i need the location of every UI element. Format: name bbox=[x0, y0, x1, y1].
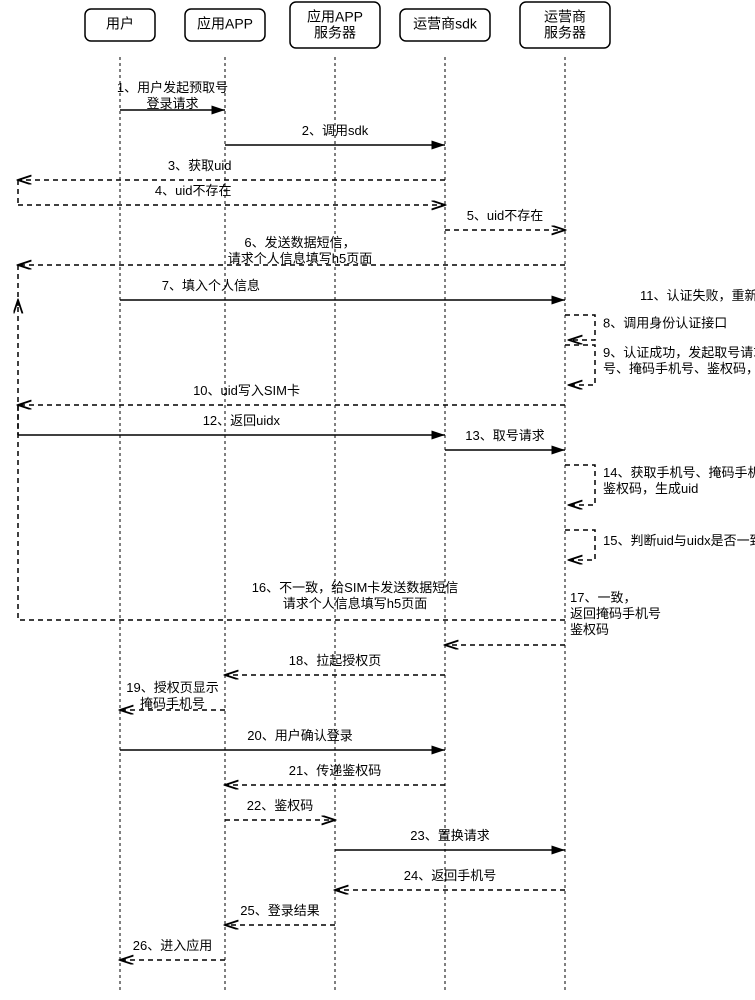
message-label: 11、认证失败，重新执行 bbox=[640, 288, 755, 303]
sequence-diagram: 用户应用APP应用APP服务器运营商sdk运营商服务器1、用户发起预取号登录请求… bbox=[0, 0, 755, 1000]
message-label: 鉴权码，生成uid bbox=[603, 481, 698, 496]
message-label: 3、获取uid bbox=[168, 158, 232, 173]
actor-label-user: 用户 bbox=[106, 16, 134, 32]
message-label: 10、uid写入SIM卡 bbox=[193, 383, 300, 398]
message-label: 12、返回uidx bbox=[203, 413, 281, 428]
message-label: 15、判断uid与uidx是否一致 bbox=[603, 533, 755, 548]
message-label: 26、进入应用 bbox=[133, 938, 212, 953]
message-label: 24、返回手机号 bbox=[404, 868, 496, 883]
message-label: 掩码手机号 bbox=[140, 696, 205, 711]
message-label: 1、用户发起预取号 bbox=[117, 80, 228, 95]
message-label: 21、传递鉴权码 bbox=[289, 763, 381, 778]
actor-label-appsrv: 应用APP bbox=[307, 9, 363, 25]
actor-label-app: 应用APP bbox=[197, 16, 253, 32]
message-label: 22、鉴权码 bbox=[247, 798, 313, 813]
message-arrow bbox=[18, 306, 565, 620]
message-label: 2、调用sdk bbox=[302, 123, 369, 138]
message-label: 请求个人信息填写h5页面 bbox=[228, 251, 372, 266]
message-label: 7、填入个人信息 bbox=[162, 278, 260, 293]
message-arrow bbox=[565, 530, 595, 560]
actor-label-sdk: 运营商sdk bbox=[413, 16, 478, 32]
message-label: 16、不一致，给SIM卡发送数据短信 bbox=[252, 580, 459, 595]
message-label: 号、掩码手机号、鉴权码，生成uid bbox=[603, 361, 755, 376]
message-label: 9、认证成功，发起取号请求，获得手机 bbox=[603, 345, 755, 360]
message-label: 25、登录结果 bbox=[240, 903, 319, 918]
message-label: 返回掩码手机号 bbox=[570, 606, 661, 621]
message-label: 18、拉起授权页 bbox=[289, 653, 381, 668]
actor-label-appsrv: 服务器 bbox=[314, 25, 356, 41]
message-label: 8、调用身份认证接口 bbox=[603, 316, 727, 331]
actor-label-carrier: 服务器 bbox=[544, 25, 586, 41]
message-label: 请求个人信息填写h5页面 bbox=[283, 596, 427, 611]
actor-label-carrier: 运营商 bbox=[544, 9, 586, 25]
message-label: 登录请求 bbox=[146, 96, 198, 111]
message-arrow bbox=[565, 345, 595, 385]
message-label: 14、获取手机号、掩码手机号、 bbox=[603, 465, 755, 480]
message-arrow bbox=[565, 315, 595, 340]
message-label: 鉴权码 bbox=[570, 622, 609, 637]
message-label: 20、用户确认登录 bbox=[247, 728, 352, 743]
message-label: 19、授权页显示 bbox=[126, 680, 218, 695]
message-label: 4、uid不存在 bbox=[155, 183, 232, 198]
message-label: 6、发送数据短信， bbox=[244, 235, 355, 250]
message-label: 5、uid不存在 bbox=[467, 208, 544, 223]
message-label: 17、一致， bbox=[570, 590, 636, 605]
message-arrow bbox=[565, 465, 595, 505]
message-label: 23、置换请求 bbox=[410, 828, 489, 843]
message-label: 13、取号请求 bbox=[465, 428, 544, 443]
